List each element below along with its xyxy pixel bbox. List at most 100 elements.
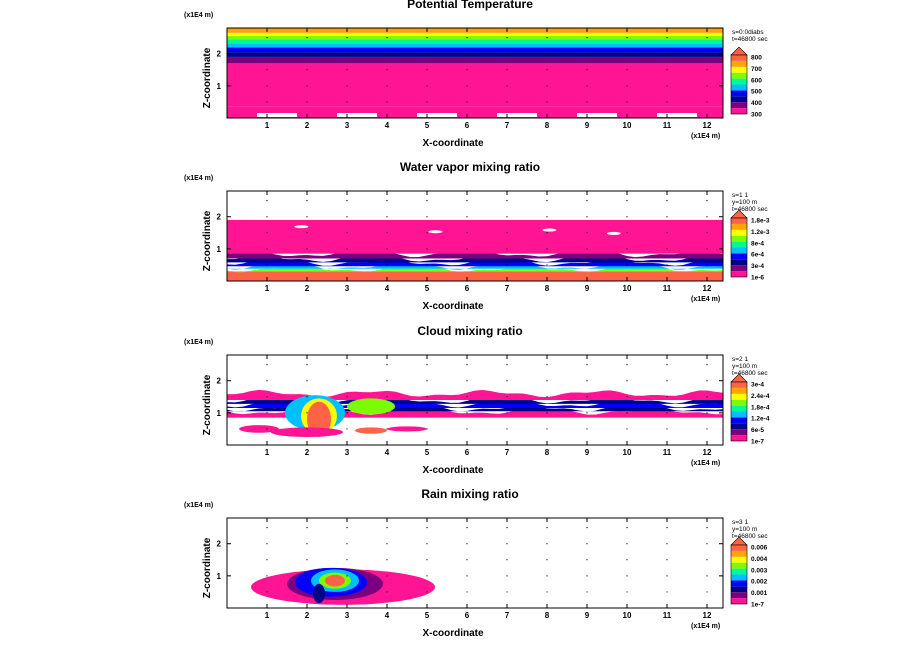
x-tick-label: 12 [703,611,712,620]
grid-dot [546,396,548,398]
x-tick-label: 3 [345,121,350,130]
grid-dot [626,101,628,103]
grid-dot [706,264,708,266]
grid-dot [386,412,388,414]
grid-dot [266,216,268,218]
colorbar-level-label: 1e-7 [751,439,764,446]
colorbar-swatch [731,265,747,272]
x-tick-label: 9 [585,448,590,457]
grid-dot [426,264,428,266]
x-tick-label: 3 [345,448,350,457]
x-tick-label: 1 [265,284,270,293]
grid-dot [506,248,508,250]
colorbar-swatch [731,556,747,563]
grid-dot [586,37,588,39]
colorbar-swatch [731,253,747,260]
field-2 [227,219,723,281]
grid-dot [706,69,708,71]
grid-dot [386,69,388,71]
colorbar-level-label: 0.001 [751,590,768,597]
grid-dot [666,232,668,234]
y-tick-label: 2 [217,213,222,222]
x-tick-label: 5 [425,611,430,620]
y-tick-label: 2 [217,377,222,386]
grid-dot [666,543,668,545]
grid-dot [586,232,588,234]
colorbar-level-label: 3e-4 [751,263,764,270]
colorbar-swatch [731,598,747,604]
x-tick-label: 5 [425,121,430,130]
grid-dot [266,101,268,103]
grid-dot [386,380,388,382]
colorbar-swatch [731,60,747,67]
blob [347,398,395,415]
x-tick-label: 11 [663,121,672,130]
grid-dot [426,364,428,366]
grid-dot [386,248,388,250]
grid-dot [466,396,468,398]
grid-dot [346,101,348,103]
grid-dot [266,37,268,39]
grid-dot [346,248,348,250]
grid-dot [346,264,348,266]
x-tick-label: 7 [505,121,510,130]
grid-dot [306,527,308,529]
x-tick-label: 7 [505,448,510,457]
grid-dot [706,37,708,39]
grid-dot [546,380,548,382]
colorbar-swatch [731,545,747,551]
colorbar-level-label: 3e-4 [751,382,764,389]
x-tick-label: 6 [465,284,470,293]
band [227,265,723,273]
grid-dot [706,543,708,545]
colorbar-swatch [731,259,747,266]
grid-dot [506,200,508,202]
grid-dot [466,364,468,366]
grid-dot [306,264,308,266]
grid-dot [626,527,628,529]
grid-dot [666,527,668,529]
grid-dot [586,364,588,366]
x-tick-label: 3 [345,284,350,293]
grid-dot [666,412,668,414]
grid-dot [506,559,508,561]
colorbar-swatch [731,411,747,418]
grid-dot [426,216,428,218]
colorbar-swatch [731,382,747,388]
x-tick-label: 12 [703,284,712,293]
x-tick-label: 1 [265,121,270,130]
band-hole [542,228,557,232]
z-unit-label: (x1E4 m) [184,12,213,19]
grid-dot [706,527,708,529]
grid-dot [546,37,548,39]
colorbar-level-label: 2.4e-4 [751,393,770,400]
band [227,262,723,270]
grid-dot [346,232,348,234]
colorbar-swatch [731,241,747,248]
grid-dot [466,543,468,545]
colorbar-level-label: 0.003 [751,567,768,574]
x-tick-label: 2 [305,121,310,130]
grid-dot [466,101,468,103]
grid-dot [626,364,628,366]
grid-dot [386,101,388,103]
colorbar-level-label: 1.2e-4 [751,416,770,423]
band [227,389,723,400]
grid-dot [266,575,268,577]
blob [355,427,387,434]
blob [313,583,325,604]
grid-dot [506,591,508,593]
x-tick-label: 4 [385,121,390,130]
colorbar-level-label: 1e-6 [751,275,764,282]
band [227,396,723,404]
colorbar-swatch [731,102,747,109]
band [227,36,723,40]
band [227,47,723,53]
grid-dot [706,232,708,234]
grid-dot [626,53,628,55]
x-tick-label: 7 [505,611,510,620]
chart-title: Cloud mixing ratio [417,324,522,338]
x-tick-label: 12 [703,448,712,457]
